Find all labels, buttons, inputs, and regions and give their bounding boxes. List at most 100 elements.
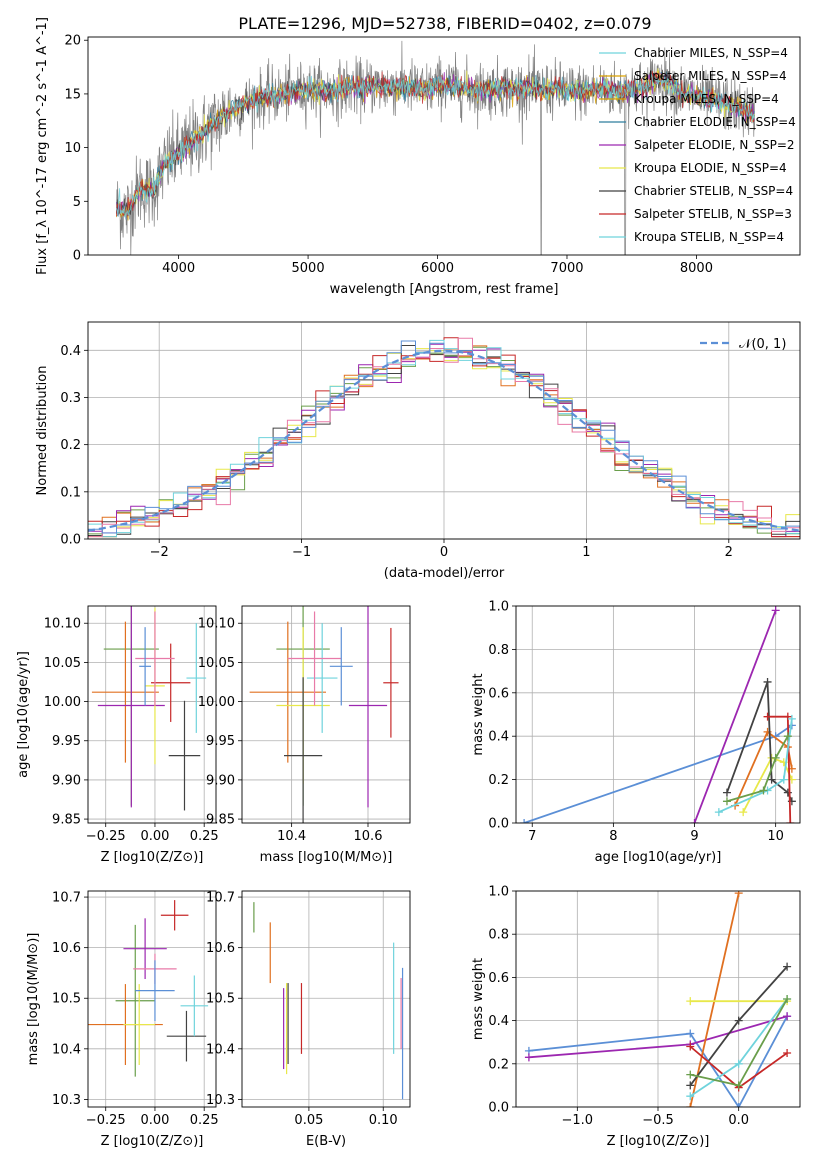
y-tick-label: 10.5 xyxy=(206,992,235,1007)
y-tick-label: 9.90 xyxy=(52,773,81,788)
weight-marker xyxy=(690,819,699,823)
y-tick-label: 20 xyxy=(64,34,81,49)
weight-marker xyxy=(686,1042,695,1051)
histogram-step xyxy=(88,337,800,538)
weight-marker xyxy=(771,753,780,762)
x-tick-label: 0.00 xyxy=(140,829,169,844)
weight-marker xyxy=(686,1029,695,1038)
weight-marker xyxy=(686,1070,695,1079)
weight-marker xyxy=(786,819,795,823)
x-tick-label: 2 xyxy=(725,545,733,560)
y-tick-label: 10.10 xyxy=(44,617,81,632)
y-tick-label: 10.7 xyxy=(52,891,81,906)
weight-line xyxy=(742,756,793,813)
y-tick-label: 10.6 xyxy=(52,941,81,956)
legend-label: Kroupa ELODIE, N_SSP=4 xyxy=(634,161,787,175)
plot-5: −0.25 0.00 0.25 10.3 10.4 10.5 10.6 10.7 Z [log1… xyxy=(26,890,219,1149)
y-tick-label: 0.8 xyxy=(488,928,509,943)
y-tick-label: 1.0 xyxy=(488,600,509,615)
plot-area xyxy=(88,900,209,1077)
x-axis-label: Z [log10(Z/Z⊙)] xyxy=(101,850,204,865)
y-tick-label: 0.4 xyxy=(488,730,509,745)
y-tick-label: 0.0 xyxy=(60,533,81,548)
x-tick-label: −0.5 xyxy=(642,1113,674,1128)
weight-line xyxy=(693,609,777,823)
weight-marker xyxy=(686,1081,695,1090)
weight-line xyxy=(523,724,793,823)
legend-label: Chabrier MILES, N_SSP=4 xyxy=(634,46,788,60)
weight-marker xyxy=(524,1053,533,1062)
x-axis-label: age [log10(age/yr)] xyxy=(595,850,722,865)
legend-label: Kroupa STELIB, N_SSP=4 xyxy=(634,230,784,244)
axes-frame: −0.25 0.00 0.25 10.3 10.4 10.5 10.6 10.7 Z [log1… xyxy=(26,890,219,1149)
y-tick-label: 10.6 xyxy=(206,941,235,956)
weight-line xyxy=(689,893,740,1107)
weight-marker xyxy=(759,786,768,795)
axes-box xyxy=(87,36,801,256)
y-axis-label: mass weight xyxy=(471,673,486,755)
x-tick-label: 0.10 xyxy=(369,1113,398,1128)
weight-marker xyxy=(734,1059,743,1068)
x-tick-label: 0.00 xyxy=(140,1113,169,1128)
axes-box xyxy=(241,890,411,1108)
y-tick-label: 0.1 xyxy=(60,485,81,500)
plot-3: 10.4 10.6 9.85 9.90 9.95 10.00 10.05 10.10 mass … xyxy=(198,605,411,865)
axes-frame: 4000 5000 6000 7000 8000 0 5 10 15 20 wavelength [… xyxy=(35,17,801,297)
y-tick-label: 0.2 xyxy=(60,438,81,453)
weight-marker xyxy=(783,962,792,971)
y-tick-label: 9.85 xyxy=(206,813,235,828)
weight-marker xyxy=(520,819,529,823)
x-tick-label: 8000 xyxy=(680,261,713,276)
weight-line xyxy=(734,730,793,806)
x-tick-label: 1 xyxy=(582,545,590,560)
x-tick-label: 9 xyxy=(690,829,698,844)
weight-marker xyxy=(783,788,792,797)
x-tick-label: −0.25 xyxy=(86,1113,126,1128)
y-tick-label: 10.4 xyxy=(206,1042,235,1057)
legend-label: Chabrier STELIB, N_SSP=4 xyxy=(634,184,793,198)
y-tick-label: 15 xyxy=(64,87,81,102)
weight-line xyxy=(726,735,789,803)
normal-curve xyxy=(88,349,800,532)
y-tick-label: 0 xyxy=(73,249,81,264)
axes-frame: 7 8 9 10 0.0 0.2 0.4 0.6 0.8 1.0 age [log10(age/yr… xyxy=(471,600,801,865)
y-tick-label: 1.0 xyxy=(488,885,509,900)
y-axis-label: mass [log10(M/M⊙)] xyxy=(26,933,41,1066)
weight-marker xyxy=(734,1103,743,1107)
y-tick-label: 0.0 xyxy=(488,817,509,832)
y-tick-label: 0.3 xyxy=(60,391,81,406)
x-tick-label: 7 xyxy=(528,829,536,844)
axes-frame: −2 −1 0 1 2 0.0 0.1 0.2 0.3 0.4 (data-model)/error… xyxy=(35,321,801,581)
weight-marker xyxy=(739,808,748,817)
y-tick-label: 0.6 xyxy=(488,971,509,986)
y-tick-label: 9.95 xyxy=(206,734,235,749)
weight-marker xyxy=(734,891,743,898)
y-tick-label: 10.05 xyxy=(198,656,235,671)
weight-marker xyxy=(783,712,792,721)
x-axis-label: wavelength [Angstrom, rest frame] xyxy=(330,282,559,297)
y-tick-label: 0.8 xyxy=(488,643,509,658)
plot-area xyxy=(253,902,404,1100)
weight-marker xyxy=(783,732,792,741)
y-tick-label: 9.90 xyxy=(206,773,235,788)
plot-area xyxy=(91,606,207,811)
weight-marker xyxy=(787,714,796,723)
axes-box xyxy=(87,890,217,1108)
histogram-step xyxy=(88,340,800,534)
weight-marker xyxy=(783,1049,792,1057)
y-tick-label: 9.85 xyxy=(52,813,81,828)
figure-title: PLATE=1296, MJD=52738, FIBERID=0402, z=0… xyxy=(238,14,651,33)
weight-marker xyxy=(763,712,772,721)
axes-box xyxy=(515,605,801,824)
x-tick-label: 0.05 xyxy=(294,1113,323,1128)
y-axis-label: Flux [f_λ 10^-17 erg cm^-2 s^-1 A^-1] xyxy=(35,17,50,275)
x-tick-label: 10 xyxy=(767,829,784,844)
axes-frame: 10.4 10.6 9.85 9.90 9.95 10.00 10.05 10.10 mass … xyxy=(198,605,411,865)
y-tick-label: 9.95 xyxy=(52,734,81,749)
legend-label: Kroupa MILES, N_SSP=4 xyxy=(634,92,779,106)
y-tick-label: 10.3 xyxy=(206,1093,235,1108)
weight-marker xyxy=(734,1016,743,1025)
plot-area xyxy=(88,337,800,538)
y-tick-label: 10.7 xyxy=(206,891,235,906)
